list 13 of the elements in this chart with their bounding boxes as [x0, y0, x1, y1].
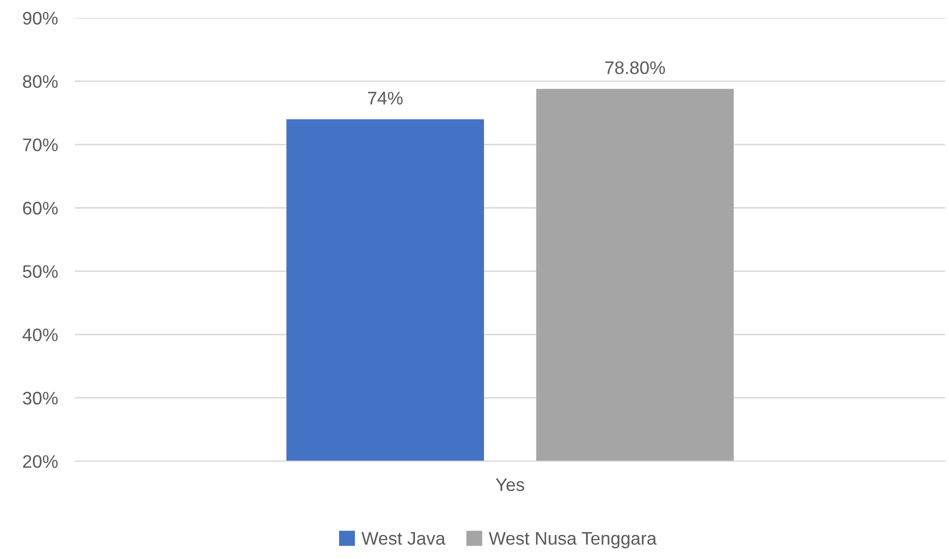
- data-label: 78.80%: [605, 61, 665, 74]
- y-tick-label: 30%: [22, 392, 58, 405]
- legend-label: West Java: [362, 532, 446, 545]
- y-tick-label: 60%: [23, 202, 58, 215]
- y-tick-label: 70%: [23, 138, 58, 152]
- legend-label: West Nusa Tenggara: [488, 532, 657, 548]
- y-tick-label: 20%: [23, 455, 58, 468]
- data-label: 74%: [368, 92, 403, 104]
- y-tick-label: 80%: [22, 75, 58, 88]
- x-tick-label: Yes: [496, 478, 524, 492]
- y-tick-label: 40%: [22, 328, 58, 342]
- y-tick-label: 50%: [22, 265, 58, 278]
- y-tick-label: 90%: [23, 12, 58, 25]
